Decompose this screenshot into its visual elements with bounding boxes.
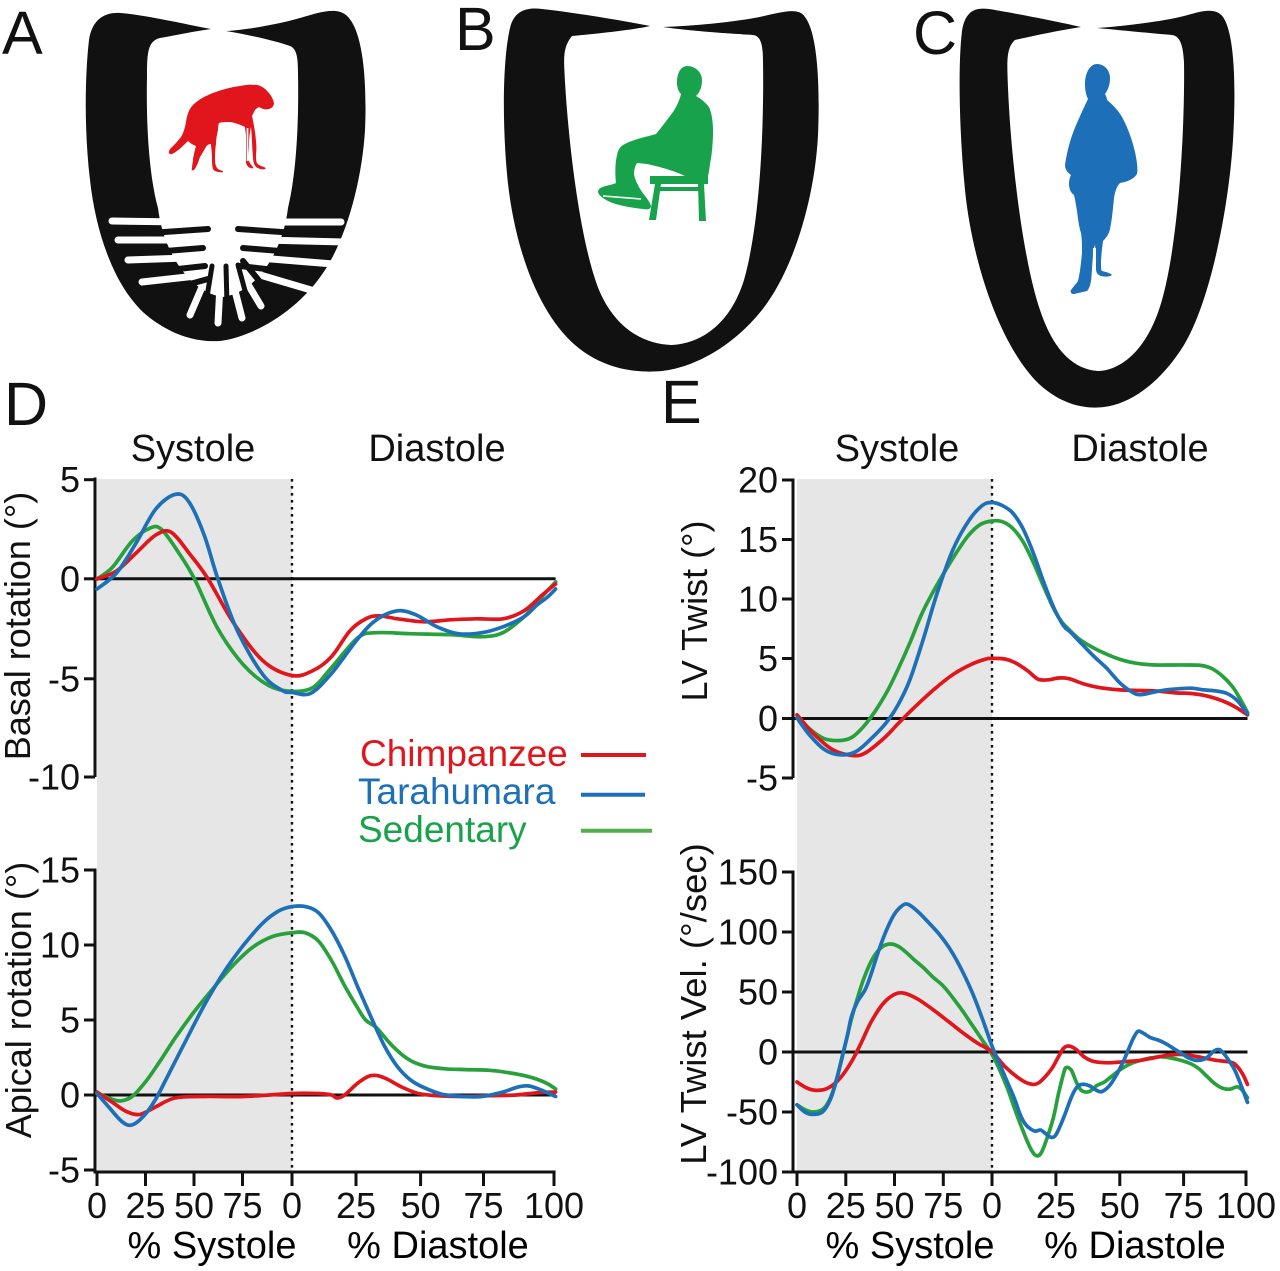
svg-text:Diastole: Diastole: [368, 428, 505, 470]
svg-text:-5: -5: [48, 1150, 80, 1191]
svg-text:5: 5: [60, 459, 80, 500]
svg-text:0: 0: [282, 1185, 302, 1226]
svg-text:A: A: [2, 0, 43, 67]
svg-text:Systole: Systole: [131, 428, 256, 470]
svg-text:50: 50: [174, 1185, 214, 1226]
svg-text:B: B: [455, 0, 496, 63]
svg-text:10: 10: [40, 925, 80, 966]
svg-text:% Diastole: % Diastole: [347, 1225, 529, 1267]
svg-text:100: 100: [718, 912, 778, 953]
svg-text:-5: -5: [746, 758, 778, 799]
svg-text:Sedentary: Sedentary: [358, 809, 527, 850]
svg-text:25: 25: [336, 1185, 376, 1226]
svg-text:0: 0: [758, 698, 778, 739]
svg-text:0: 0: [982, 1185, 1002, 1226]
svg-text:Diastole: Diastole: [1071, 428, 1208, 470]
svg-text:5: 5: [758, 638, 778, 679]
svg-text:% Systole: % Systole: [128, 1225, 297, 1267]
svg-text:100: 100: [524, 1185, 584, 1226]
svg-text:50: 50: [874, 1185, 914, 1226]
svg-text:Basal rotation (°): Basal rotation (°): [0, 492, 38, 761]
svg-text:15: 15: [738, 519, 778, 560]
svg-text:C: C: [913, 0, 957, 67]
svg-text:% Systole: % Systole: [826, 1225, 995, 1267]
svg-text:25: 25: [826, 1185, 866, 1226]
svg-text:D: D: [4, 370, 48, 438]
svg-text:150: 150: [718, 852, 778, 893]
svg-text:20: 20: [738, 460, 778, 501]
svg-text:-50: -50: [726, 1092, 778, 1133]
svg-text:10: 10: [738, 579, 778, 620]
svg-text:LV Twist (°): LV Twist (°): [674, 520, 715, 701]
svg-text:0: 0: [787, 1185, 807, 1226]
svg-text:0: 0: [758, 1032, 778, 1073]
svg-text:25: 25: [125, 1185, 165, 1226]
svg-text:75: 75: [923, 1185, 963, 1226]
svg-text:0: 0: [87, 1185, 107, 1226]
svg-text:-100: -100: [706, 1152, 778, 1193]
svg-text:15: 15: [40, 850, 80, 891]
svg-text:0: 0: [60, 558, 80, 599]
svg-text:50: 50: [1100, 1185, 1140, 1226]
svg-text:Chimpanzee: Chimpanzee: [360, 733, 568, 774]
svg-text:-10: -10: [28, 757, 80, 798]
svg-text:75: 75: [222, 1185, 262, 1226]
svg-text:LV Twist Vel. (°/sec): LV Twist Vel. (°/sec): [673, 843, 714, 1165]
svg-text:75: 75: [463, 1185, 503, 1226]
svg-text:0: 0: [60, 1075, 80, 1116]
svg-text:Systole: Systole: [835, 428, 960, 470]
svg-text:Tarahumara: Tarahumara: [358, 771, 556, 812]
svg-text:Apical rotation (°): Apical rotation (°): [0, 862, 39, 1139]
svg-text:75: 75: [1164, 1185, 1204, 1226]
svg-text:E: E: [661, 368, 702, 436]
svg-text:5: 5: [60, 1000, 80, 1041]
svg-text:50: 50: [401, 1185, 441, 1226]
svg-text:% Diastole: % Diastole: [1044, 1225, 1226, 1267]
svg-text:25: 25: [1036, 1185, 1076, 1226]
svg-text:100: 100: [1216, 1185, 1276, 1226]
svg-text:50: 50: [738, 972, 778, 1013]
svg-text:-5: -5: [48, 658, 80, 699]
